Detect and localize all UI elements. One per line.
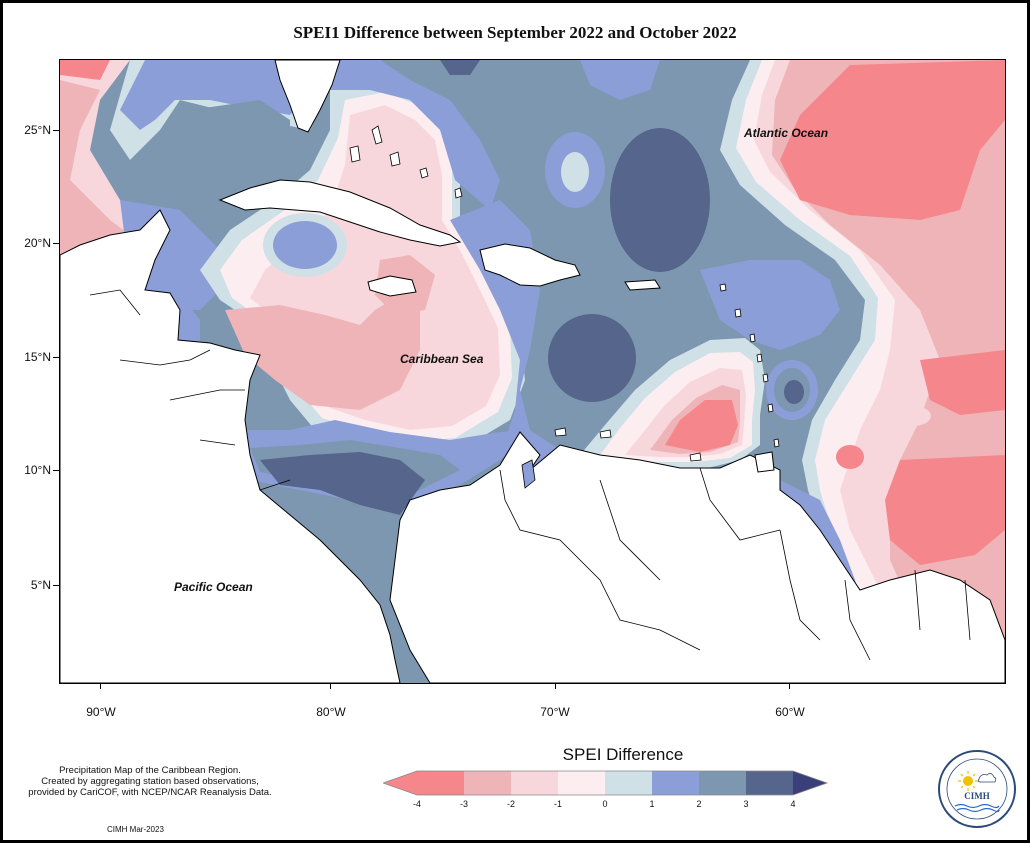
central-america-land [60,209,401,683]
central-pos3-north [610,128,710,272]
legend-tick-minus4: -4 [412,799,421,809]
lon-tick-80w [330,683,331,689]
lon-label-60w: 60°W [775,705,805,719]
map-title: SPEI1 Difference between September 2022 … [293,23,737,42]
se-caribbean-neg4 [665,400,738,452]
sw-caribbean-pos3 [260,452,425,515]
trinidad-land [754,451,775,473]
atlantic-neg4-north [780,60,1005,220]
atlantic-ocean-label: Atlantic Ocean [744,126,829,140]
cuba-land [218,179,462,247]
abc-islands [554,427,702,462]
lon-tick-70w [555,683,556,689]
lat-tick-20n [53,243,59,244]
puerto-rico-land [624,279,661,291]
legend-swatch-2 [464,771,511,795]
legend-swatch-4 [558,771,605,795]
lat-tick-10n [53,470,59,471]
lon-label-80w: 80°W [316,705,346,719]
legend-swatch-5 [605,771,652,795]
central-pos0-core [561,152,589,192]
florida-land [274,60,341,133]
description-line-1: Precipitation Map of the Caribbean Regio… [59,765,241,776]
description-line-3: provided by CariCOF, with NCEP/NCAR Rean… [28,787,272,798]
legend-swatch-7 [699,771,746,795]
hispaniola-land [479,243,581,287]
jamaica-land [367,275,417,297]
atlantic-neg4-mid [920,350,1005,415]
lat-tick-15n [53,357,59,358]
pacific-ocean-label: Pacific Ocean [174,580,253,594]
wave-icon [954,803,1000,809]
gulf-pos2-patch [190,100,290,190]
gulf-pos1 [120,60,325,130]
lat-label-15n: 15°N [24,350,51,364]
north-top-pos1 [580,60,660,100]
legend-tick-4: 4 [790,799,796,809]
description-line-2: Created by aggregating station based obs… [41,776,259,787]
lon-label-90w: 90°W [86,705,116,719]
lesser-antilles [719,283,780,448]
lat-label-10n: 10°N [24,463,51,477]
legend-swatch-1 [417,771,464,795]
sun-icon [963,776,973,786]
atlantic-pocket-1 [895,406,931,426]
legend-arrow-left [383,771,417,795]
legend-arrow-right [793,771,827,795]
map-description: Precipitation Map of the Caribbean Regio… [11,765,289,798]
south-america-land [389,431,1005,683]
antilles-pos3 [784,380,804,404]
legend-title: SPEI Difference [562,745,684,764]
lat-tick-25n [53,130,59,131]
lat-tick-5n [53,585,59,586]
spei-map [60,60,1005,683]
caribbean-sea-label: Caribbean Sea [400,352,484,366]
gulf-neg4 [60,60,110,80]
lon-tick-60w [789,683,790,689]
legend-tick-3: 3 [743,799,749,809]
legend-swatch-6 [652,771,699,795]
caribbean-neg3 [225,295,420,410]
cimh-logo: CIMH [938,750,1016,828]
atlantic-neg4-south [885,455,1005,565]
logo-text: CIMH [964,791,990,801]
atlantic-pocket-2 [836,445,864,469]
legend-tick-0: 0 [602,799,608,809]
north-top-pos3 [440,60,480,75]
map-figure: SPEI1 Difference between September 2022 … [3,3,1027,840]
legend-tick-minus3: -3 [459,799,468,809]
lon-label-70w: 70°W [540,705,570,719]
lat-label-5n: 5°N [30,578,51,592]
cloud-icon [977,773,997,783]
legend-colorbar [383,770,829,796]
bahamas-islands [349,125,463,199]
north-pos1-band [320,60,500,210]
legend-tick-1: 1 [649,799,655,809]
legend-swatch-8 [746,771,793,795]
cuba-south-blue [273,221,337,269]
lake-maracaibo [521,459,536,489]
legend-swatch-3 [511,771,558,795]
east-pos1-band [700,260,840,350]
legend-tick-2: 2 [696,799,702,809]
lat-label-20n: 20°N [24,236,51,250]
central-pos3-south [548,314,636,402]
sa-borders [499,467,971,661]
legend-tick-minus1: -1 [553,799,562,809]
ca-borders [89,289,291,491]
legend-outline [383,770,829,796]
credit-text: CIMH Mar-2023 [107,825,164,834]
map-panel: Atlantic Ocean Caribbean Sea Pacific Oce… [59,59,1006,684]
lat-label-25n: 25°N [24,123,51,137]
lon-tick-90w [100,683,101,689]
legend-tick-minus2: -2 [506,799,515,809]
